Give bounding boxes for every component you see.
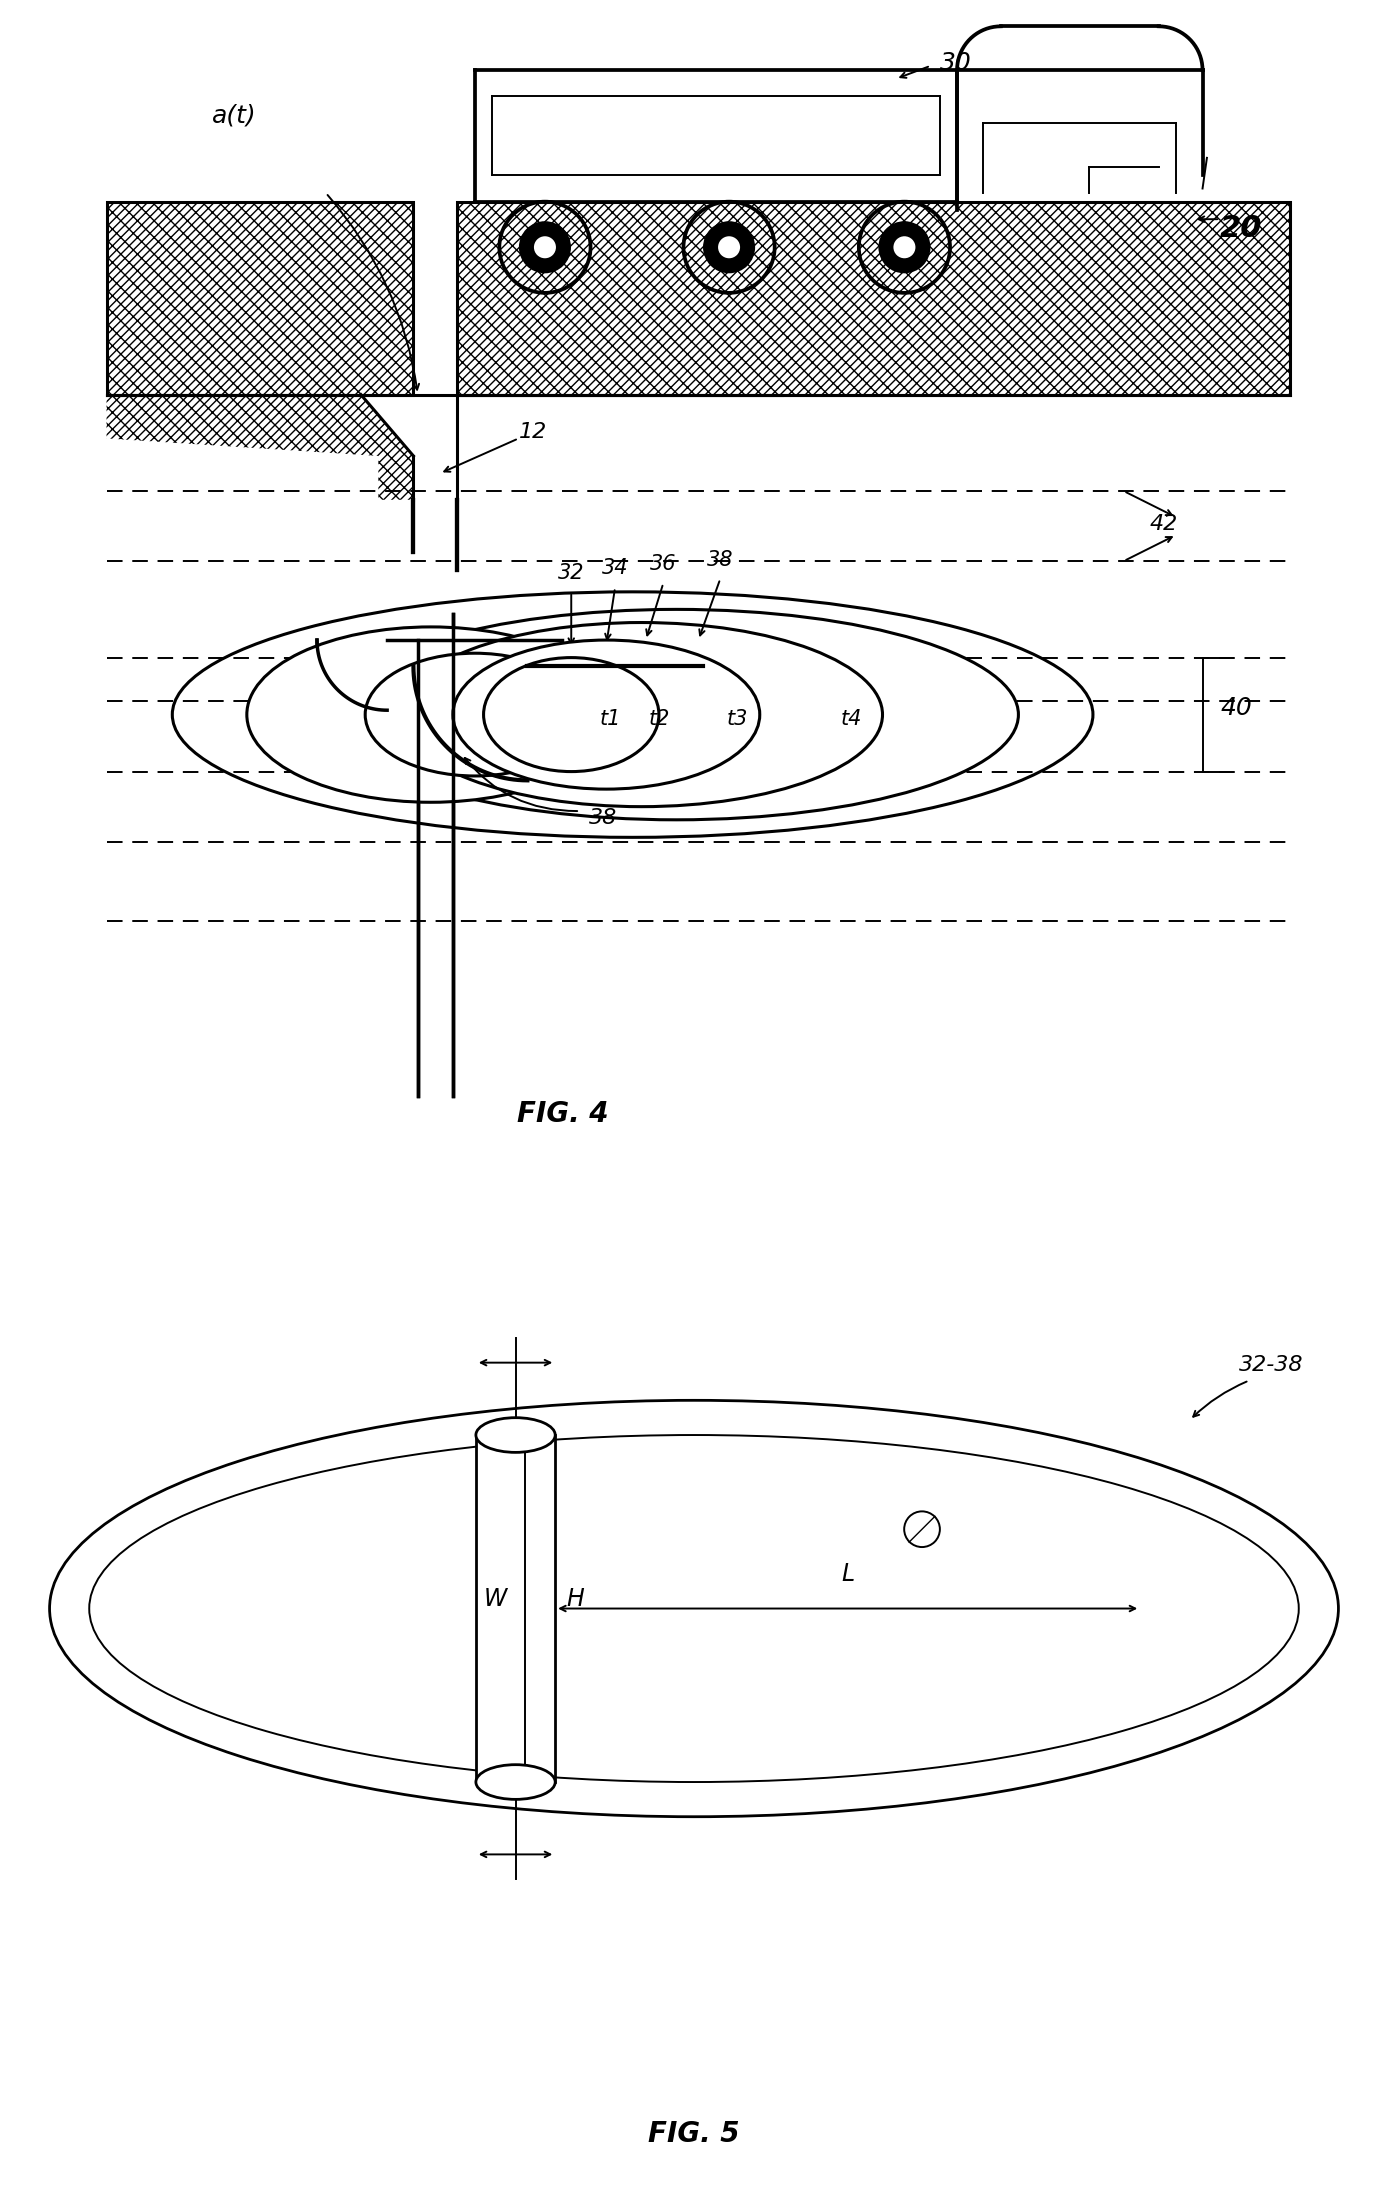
Ellipse shape xyxy=(247,627,615,802)
FancyBboxPatch shape xyxy=(457,202,1291,395)
Text: 32-38: 32-38 xyxy=(1239,1355,1303,1374)
Circle shape xyxy=(880,221,930,272)
Ellipse shape xyxy=(452,640,759,789)
Circle shape xyxy=(534,237,555,256)
Text: 40: 40 xyxy=(1220,695,1252,719)
Text: 42: 42 xyxy=(1149,515,1178,535)
Ellipse shape xyxy=(172,592,1092,837)
Text: 34: 34 xyxy=(602,559,629,579)
Ellipse shape xyxy=(476,1418,555,1453)
Text: 38: 38 xyxy=(706,550,733,570)
Ellipse shape xyxy=(89,1436,1299,1782)
FancyBboxPatch shape xyxy=(107,202,414,395)
Text: H: H xyxy=(566,1587,584,1611)
Text: t4: t4 xyxy=(841,708,862,730)
Text: 32: 32 xyxy=(558,563,584,583)
Text: t1: t1 xyxy=(600,708,622,730)
Text: L: L xyxy=(841,1563,854,1585)
Ellipse shape xyxy=(365,653,584,776)
Text: 38: 38 xyxy=(589,809,618,829)
Text: t2: t2 xyxy=(648,708,669,730)
Text: 12: 12 xyxy=(519,423,547,443)
Text: 20: 20 xyxy=(1220,215,1263,243)
Ellipse shape xyxy=(476,1765,555,1800)
Text: FIG. 4: FIG. 4 xyxy=(516,1100,608,1127)
Text: a(t): a(t) xyxy=(212,103,257,127)
Text: W: W xyxy=(484,1587,508,1611)
Circle shape xyxy=(520,221,570,272)
Text: 36: 36 xyxy=(650,555,676,574)
Ellipse shape xyxy=(50,1401,1338,1817)
FancyBboxPatch shape xyxy=(476,1436,555,1782)
Circle shape xyxy=(704,221,754,272)
Text: t3: t3 xyxy=(727,708,748,730)
Text: 30: 30 xyxy=(940,50,972,75)
Ellipse shape xyxy=(400,623,883,807)
Text: FIG. 5: FIG. 5 xyxy=(648,2120,740,2148)
Circle shape xyxy=(719,237,738,256)
Ellipse shape xyxy=(335,609,1019,820)
Ellipse shape xyxy=(483,658,659,772)
Circle shape xyxy=(894,237,915,256)
